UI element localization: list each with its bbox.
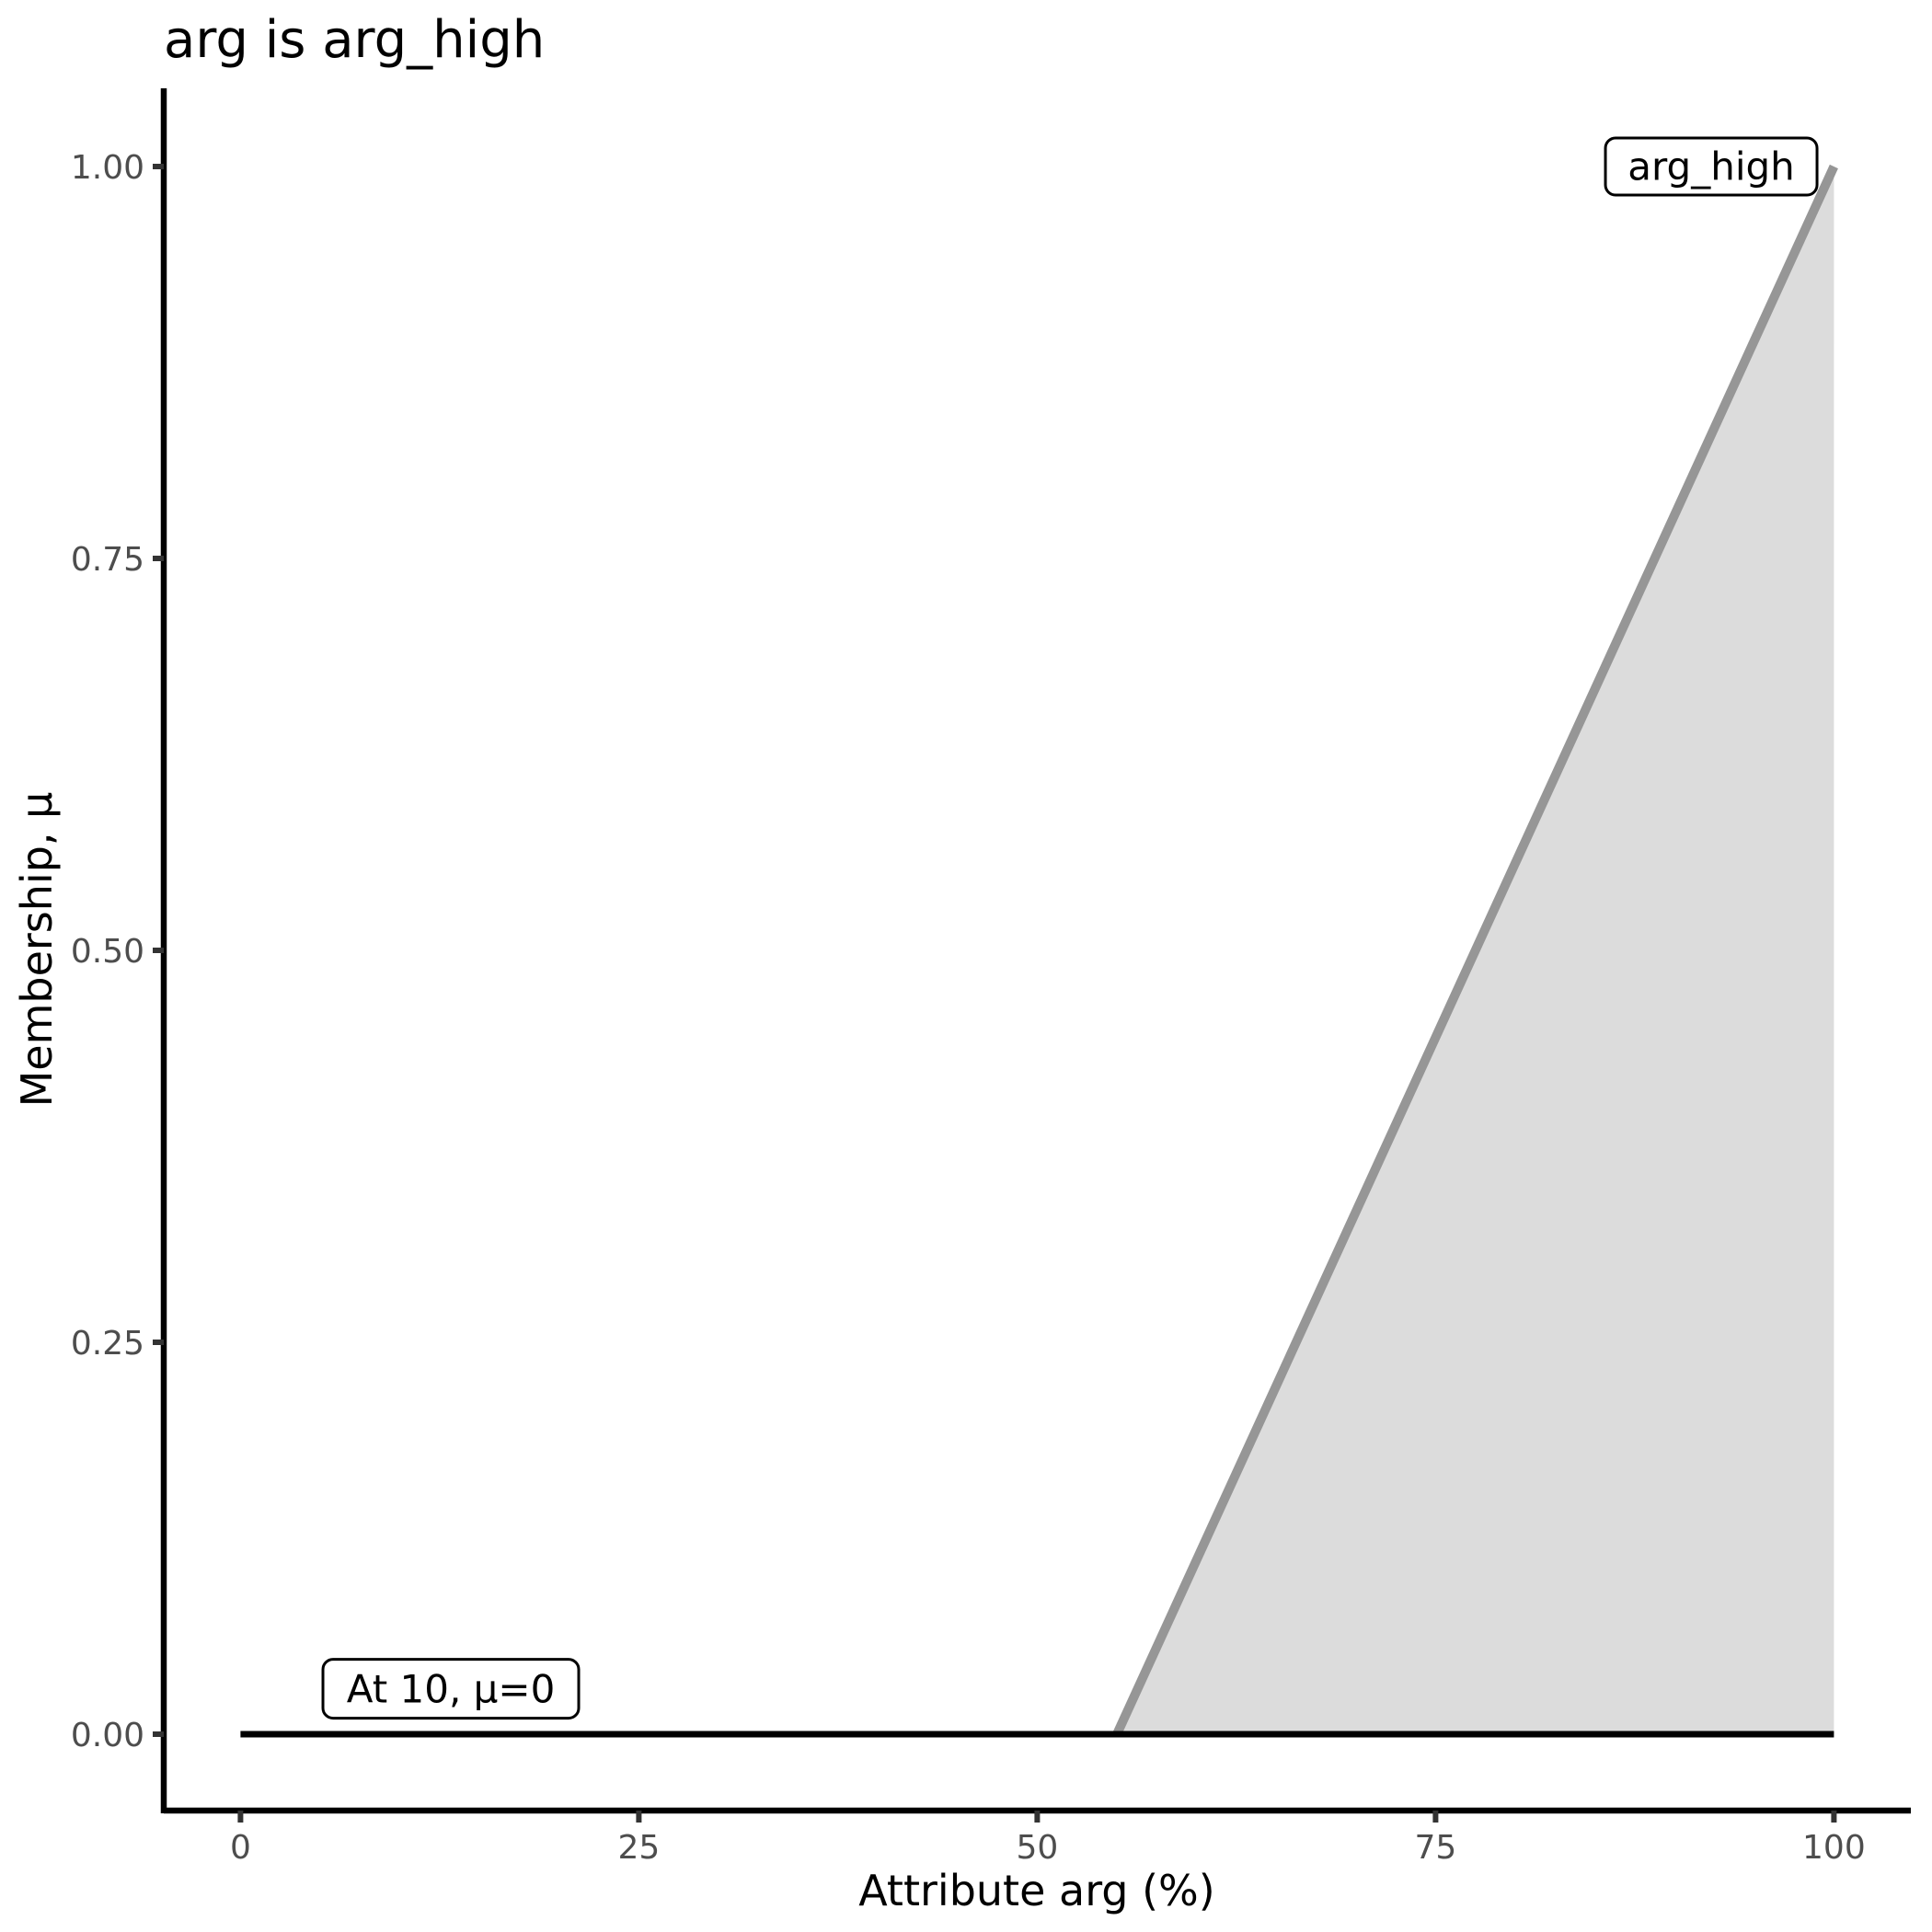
annotation-box bbox=[1604, 136, 1819, 197]
x-axis: 0 25 50 75 100 Attribute arg (%) bbox=[164, 1807, 1911, 1915]
annotation-label: At 10, μ=0 bbox=[347, 1666, 556, 1711]
x-tick-label: 50 bbox=[1016, 1829, 1058, 1867]
y-axis: 0.00 0.25 0.50 0.75 1.00 Membership, μ bbox=[12, 88, 167, 1813]
y-tick-label: 0.50 bbox=[71, 933, 144, 971]
plot-area bbox=[240, 164, 1838, 1738]
y-tick-label: 0.00 bbox=[71, 1717, 144, 1754]
y-tick-label: 0.25 bbox=[71, 1325, 144, 1363]
x-axis-title: Attribute arg (%) bbox=[858, 1866, 1214, 1915]
annotation-at-value: At 10, μ=0 bbox=[321, 1658, 581, 1720]
x-tick-label: 75 bbox=[1414, 1829, 1456, 1867]
y-tick-label: 0.75 bbox=[71, 541, 144, 579]
x-tick-label: 25 bbox=[617, 1829, 660, 1867]
y-tick-label: 1.00 bbox=[71, 149, 144, 187]
y-axis-title: Membership, μ bbox=[12, 792, 62, 1108]
plot-title: arg is arg_high bbox=[164, 10, 545, 70]
annotation-arg-high: arg_high bbox=[1604, 136, 1819, 197]
x-tick-label: 0 bbox=[230, 1829, 251, 1867]
annotation-label: arg_high bbox=[1627, 144, 1795, 190]
annotation-box bbox=[321, 1658, 581, 1720]
membership-function-line bbox=[1112, 164, 1838, 1737]
x-tick-label: 100 bbox=[1802, 1829, 1866, 1867]
